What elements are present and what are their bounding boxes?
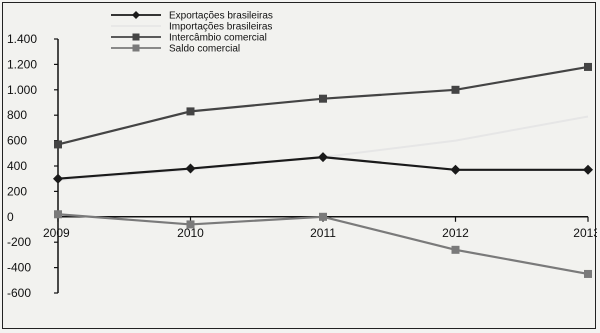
x-tick-label: 2011	[310, 226, 336, 240]
data-point	[583, 164, 593, 175]
y-tick-label: 800	[7, 108, 27, 122]
data-point	[584, 269, 592, 278]
y-tick-label: 0	[7, 210, 14, 224]
chart-frame: 1.400 1.200 1.000 800 600 400 200 0 -200 -400 -600…	[2, 2, 597, 329]
legend-marker	[132, 44, 140, 52]
data-point	[451, 245, 460, 254]
y-tick-label: 1.000	[7, 83, 37, 97]
y-tick-label: 200	[7, 184, 27, 198]
data-point	[318, 152, 328, 163]
data-point	[319, 94, 327, 103]
legend-label: Saldo comercial	[169, 44, 240, 55]
y-tick-label: -600	[7, 286, 31, 300]
y-tick-label: 1.200	[7, 57, 37, 71]
data-point	[450, 164, 461, 175]
series-line	[57, 65, 589, 146]
legend-label: Importações brasileiras	[169, 22, 272, 33]
y-tick-label: 1.400	[7, 32, 37, 46]
y-tick-label: 600	[7, 134, 27, 148]
data-point	[53, 173, 63, 184]
data-point	[186, 220, 195, 229]
x-tick-label: 2012	[442, 226, 469, 240]
x-tick-label: 2009	[43, 226, 70, 240]
y-tick-label: 400	[7, 159, 27, 173]
data-point	[451, 85, 460, 94]
data-point	[54, 140, 62, 149]
data-point	[54, 210, 62, 219]
legend-label: Intercâmbio comercial	[169, 33, 267, 44]
data-point	[584, 62, 592, 71]
legend-marker	[132, 33, 140, 41]
x-tick-label: 2013	[573, 226, 597, 240]
y-tick-label: -400	[7, 261, 31, 275]
x-tick-label: 2010	[177, 226, 204, 240]
data-point	[185, 163, 196, 174]
legend-label: Exportações brasileiras	[169, 11, 273, 22]
line-chart: 1.400 1.200 1.000 800 600 400 200 0 -200 -400 -600…	[7, 11, 597, 301]
legend-marker	[132, 11, 140, 19]
data-point	[186, 107, 195, 116]
data-point	[319, 212, 327, 221]
series-line	[57, 213, 589, 276]
y-tick-label: -200	[7, 235, 31, 249]
